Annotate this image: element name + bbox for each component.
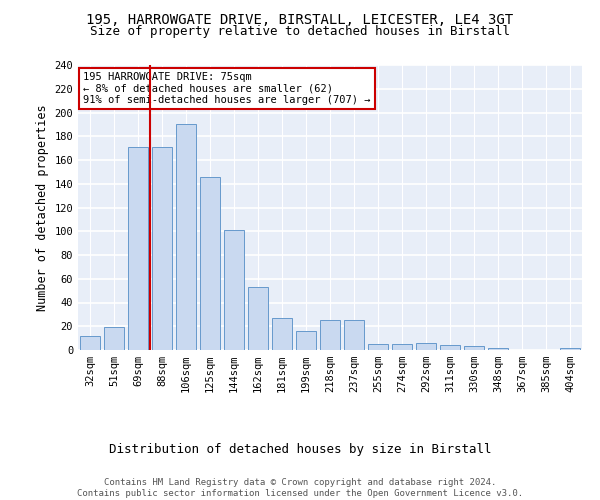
Text: Contains HM Land Registry data © Crown copyright and database right 2024.
Contai: Contains HM Land Registry data © Crown c… bbox=[77, 478, 523, 498]
Bar bbox=[200, 176, 220, 350]
Bar bbox=[488, 348, 508, 350]
Bar bbox=[224, 230, 244, 350]
Bar bbox=[248, 287, 268, 350]
Bar bbox=[176, 124, 196, 350]
Bar bbox=[104, 328, 124, 350]
Text: 195, HARROWGATE DRIVE, BIRSTALL, LEICESTER, LE4 3GT: 195, HARROWGATE DRIVE, BIRSTALL, LEICEST… bbox=[86, 12, 514, 26]
Bar bbox=[416, 343, 436, 350]
Bar bbox=[296, 331, 316, 350]
Text: Distribution of detached houses by size in Birstall: Distribution of detached houses by size … bbox=[109, 442, 491, 456]
Text: Size of property relative to detached houses in Birstall: Size of property relative to detached ho… bbox=[90, 25, 510, 38]
Bar bbox=[128, 147, 148, 350]
Bar bbox=[320, 320, 340, 350]
Bar bbox=[152, 147, 172, 350]
Bar bbox=[80, 336, 100, 350]
Bar bbox=[392, 344, 412, 350]
Y-axis label: Number of detached properties: Number of detached properties bbox=[36, 104, 49, 311]
Bar bbox=[440, 345, 460, 350]
Bar bbox=[344, 320, 364, 350]
Bar bbox=[272, 318, 292, 350]
Text: 195 HARROWGATE DRIVE: 75sqm
← 8% of detached houses are smaller (62)
91% of semi: 195 HARROWGATE DRIVE: 75sqm ← 8% of deta… bbox=[83, 72, 371, 106]
Bar bbox=[368, 344, 388, 350]
Bar bbox=[560, 348, 580, 350]
Bar bbox=[464, 346, 484, 350]
